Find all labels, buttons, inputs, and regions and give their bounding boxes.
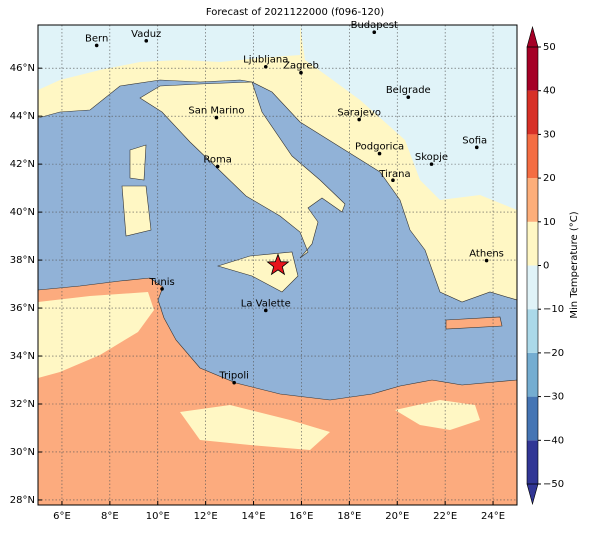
colorbar-tick-label: −50 xyxy=(543,479,564,490)
y-tick-label: 36°N xyxy=(10,303,35,314)
city-dot xyxy=(474,145,479,150)
city-dot xyxy=(214,115,219,120)
africa-cool-band xyxy=(38,292,154,378)
y-tick-label: 44°N xyxy=(10,111,35,122)
balkans-cold xyxy=(300,25,517,210)
city-label: Roma xyxy=(203,155,232,166)
x-tick-label: 8°E xyxy=(101,511,119,522)
x-tick-label: 10°E xyxy=(146,511,170,522)
y-tick-label: 32°N xyxy=(10,399,35,410)
city-label: Podgorica xyxy=(355,142,404,153)
city-label: Sarajevo xyxy=(337,108,381,119)
y-tick-label: 38°N xyxy=(10,255,35,266)
x-tick-label: 18°E xyxy=(337,511,361,522)
forecast-point xyxy=(266,253,290,276)
city-dot xyxy=(406,95,411,100)
africa xyxy=(38,277,517,505)
colorbar-swatch xyxy=(527,134,538,179)
x-tick-label: 20°E xyxy=(385,511,409,522)
city-dot xyxy=(232,380,236,385)
city-dot xyxy=(391,178,395,183)
city-dot xyxy=(299,70,303,75)
colorbar-tick-label: −40 xyxy=(543,435,564,446)
colorbar-tick-label: 50 xyxy=(543,42,556,53)
africa-cool-patch xyxy=(395,400,480,430)
city-dot xyxy=(377,151,382,156)
city-dot xyxy=(160,287,164,291)
corsica xyxy=(129,144,147,181)
x-tick-label: 12°E xyxy=(194,511,218,522)
city-label: Athens xyxy=(469,249,504,260)
colorbar-extend-min xyxy=(526,483,539,506)
africa-cool-patch xyxy=(180,405,330,450)
colorbar-tick-label: −30 xyxy=(543,392,564,403)
colorbar-label: Min Temperature (°C) xyxy=(569,211,580,318)
colorbar-swatch xyxy=(527,352,538,397)
colorbar-swatch xyxy=(527,90,538,135)
city-label: La Valette xyxy=(241,298,291,309)
y-tick-label: 40°N xyxy=(10,207,35,218)
city-dot xyxy=(263,308,268,313)
map-overlay: 6°E 8°E 10°E 12°E 14°E 16°E 18°E 20°E 22°E 24°E 28… xyxy=(10,20,564,522)
colorbar-tick-label: −10 xyxy=(543,304,564,315)
city-label: Vaduz xyxy=(131,29,161,40)
x-tick-label: 16°E xyxy=(289,511,313,522)
x-tick-label: 6°E xyxy=(53,511,71,522)
city-label: Ljubljana xyxy=(243,55,288,66)
city-label: Tirana xyxy=(378,169,410,180)
city-label: Bern xyxy=(85,33,108,44)
city-label: Sofia xyxy=(462,135,487,146)
colorbar-swatch xyxy=(527,178,538,222)
x-tick-label: 24°E xyxy=(481,511,505,522)
y-tick-label: 42°N xyxy=(10,159,35,170)
city-dot xyxy=(357,117,361,122)
y-tick-label: 30°N xyxy=(10,447,35,458)
city-dot xyxy=(484,258,489,263)
italy xyxy=(139,81,346,259)
city-dot xyxy=(144,39,149,43)
colorbar-tick-label: 0 xyxy=(543,261,549,272)
colorbar-tick-label: 30 xyxy=(543,129,556,140)
city-dot xyxy=(215,164,220,169)
x-tick-label: 14°E xyxy=(242,511,266,522)
colorbar-tick-label: 40 xyxy=(543,86,556,97)
colorbar-swatch xyxy=(527,221,538,266)
x-tick-label: 22°E xyxy=(433,511,457,522)
city-label: Belgrade xyxy=(386,85,431,96)
colorbar-tick-label: 20 xyxy=(543,173,556,184)
city-label: San Marino xyxy=(188,106,244,117)
city-dot xyxy=(94,43,99,48)
city-dot xyxy=(263,64,268,69)
city-label: Tripoli xyxy=(218,371,249,382)
title: Forecast of 2021122000 (f096-120) xyxy=(206,7,384,18)
alps-cold xyxy=(38,25,300,90)
city-dot xyxy=(429,162,434,166)
city-label: Budapest xyxy=(351,20,398,31)
colorbar-swatch xyxy=(527,440,538,484)
colorbar-tick-label: 10 xyxy=(543,217,556,228)
map-frame xyxy=(37,24,518,506)
sardinia xyxy=(121,185,152,237)
colorbar-extend-max xyxy=(526,25,539,48)
y-tick-label: 28°N xyxy=(10,495,35,506)
colorbar-swatch xyxy=(527,265,538,310)
map-area xyxy=(38,25,517,505)
city-dot xyxy=(372,30,377,34)
city-label: Skopje xyxy=(415,152,448,163)
colorbar-swatch xyxy=(527,396,538,441)
colorbar-swatch xyxy=(527,309,538,353)
city-label: Tunis xyxy=(148,277,174,288)
y-tick-label: 34°N xyxy=(10,351,35,362)
y-tick-label: 46°N xyxy=(10,63,35,74)
crete xyxy=(445,316,503,330)
colorbar-swatch xyxy=(527,47,538,91)
city-label: Zagreb xyxy=(283,61,319,72)
colorbar-tick-label: −20 xyxy=(543,348,564,359)
